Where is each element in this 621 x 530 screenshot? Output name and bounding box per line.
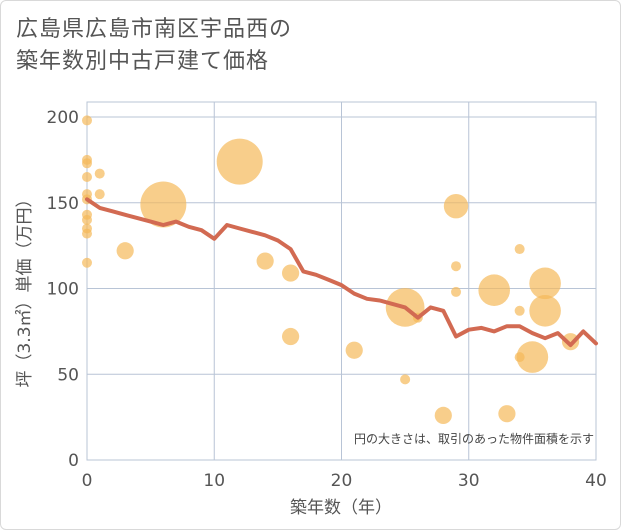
bubble-point — [82, 228, 92, 239]
y-tick-label: 200 — [47, 108, 79, 128]
bubble-layer — [82, 115, 580, 425]
trend-line — [85, 197, 598, 348]
x-tick-label: 10 — [203, 471, 225, 491]
bubble-point — [140, 181, 187, 228]
trend-layer — [85, 197, 598, 348]
bubble-point — [82, 257, 92, 268]
bubble-point — [514, 244, 525, 255]
bubble-point — [82, 214, 92, 225]
bubble-point — [451, 261, 462, 272]
x-tick-label: 0 — [82, 471, 93, 491]
bubble-point — [82, 115, 92, 126]
bubble-point — [94, 189, 105, 200]
bubble-point — [514, 305, 525, 316]
x-axis-label: 築年数（年） — [290, 498, 392, 518]
bubble-point — [82, 172, 92, 183]
chart-title-line-2: 築年数別中古戸建て価格 — [16, 49, 270, 74]
x-tick-label: 30 — [458, 471, 480, 491]
bubble-point — [82, 158, 92, 169]
y-axis-label: 坪（3.3㎡）単価（万円） — [15, 190, 35, 387]
bubble-point — [282, 264, 300, 282]
grid-lines — [86, 101, 597, 461]
bubble-point — [478, 274, 511, 307]
bubble-point — [529, 267, 561, 300]
bubble-point — [451, 286, 462, 297]
bubble-point — [514, 352, 525, 363]
bubble-point — [443, 193, 469, 219]
tick-labels: 0 10 20 30 40 0 50 100 150 200 — [47, 108, 607, 491]
y-tick-label: 100 — [47, 280, 79, 300]
chart-title: 広島県広島市南区宇品西の 築年数別中古戸建て価格 — [16, 14, 292, 78]
size-legend-note: 円の大きさは、取引のあった物件面積を示す — [354, 431, 594, 446]
bubble-point — [434, 406, 452, 425]
bubble-point — [498, 405, 516, 423]
bubble-point — [529, 294, 561, 327]
bubble-point — [400, 374, 411, 385]
bubble-point — [516, 341, 549, 373]
bubble-point — [116, 242, 134, 260]
chart-title-line-1: 広島県広島市南区宇品西の — [16, 17, 293, 42]
bubble-point — [94, 168, 105, 179]
x-tick-label: 20 — [331, 471, 353, 491]
bubble-point — [345, 341, 363, 359]
bubble-point — [282, 327, 300, 346]
bubble-point — [256, 252, 274, 270]
bubble-point — [216, 138, 263, 185]
y-tick-label: 0 — [68, 451, 79, 471]
bubble-point — [561, 333, 580, 351]
y-tick-label: 50 — [57, 365, 79, 385]
y-tick-label: 150 — [47, 194, 79, 214]
x-tick-label: 40 — [585, 471, 607, 491]
